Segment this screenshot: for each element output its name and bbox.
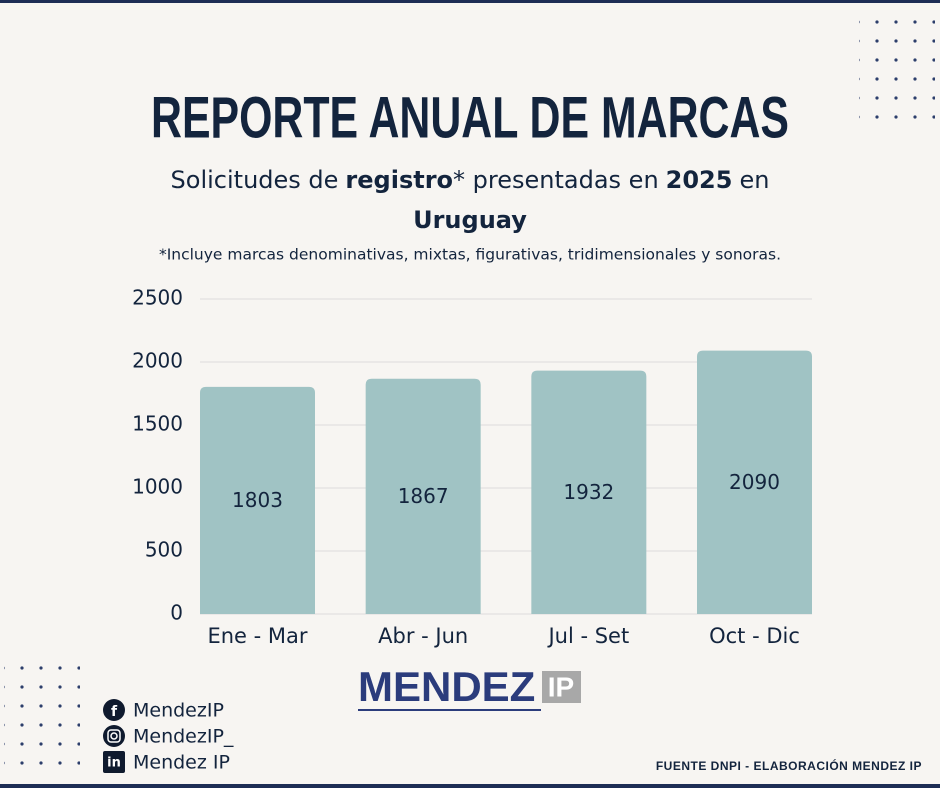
dots-decoration: [859, 10, 935, 124]
brand-suffix: IP: [548, 671, 574, 702]
linkedin-glyph: in: [107, 756, 121, 771]
plot: 0 500 1000 1500 2000 2500 Ene - Mar 1803 Abr - J…: [132, 286, 812, 648]
instagram-glyph: [110, 732, 118, 740]
y-tick-label: 1500: [132, 412, 183, 436]
y-tick-label: 2000: [132, 349, 183, 373]
subtitle-part: en: [739, 166, 769, 194]
instagram-glyph: [107, 729, 121, 743]
subtitle-part: Solicitudes de: [171, 166, 339, 194]
footer-source: FUENTE DNPI - ELABORACIÓN MENDEZ IP: [656, 758, 922, 773]
value-label: 1867: [398, 484, 449, 508]
facebook-icon: [103, 699, 125, 721]
bar: [200, 386, 315, 614]
brand-name: MENDEZ: [358, 663, 535, 710]
note: *Incluye marcas denominativas, mixtas, f…: [159, 246, 781, 264]
value-label: 1803: [232, 488, 283, 512]
bar: [531, 370, 647, 614]
y-tick-label: 1000: [132, 475, 183, 499]
y-tick-label: 0: [170, 601, 183, 625]
social-handle: MendezIP_: [133, 726, 234, 748]
x-tick-label: Oct - Dic: [709, 624, 800, 648]
subtitle: Solicitudes de registro* presentadas en 20…: [171, 166, 770, 194]
dots-decoration: [4, 664, 80, 778]
brand-box: [542, 671, 581, 703]
subtitle-part: * presentadas en: [453, 166, 659, 194]
brand-underline: [358, 709, 541, 711]
y-tick-label: 2500: [132, 286, 183, 310]
subtitle-part: registro: [345, 166, 453, 194]
top-border: [0, 0, 940, 3]
subtitle-part: 2025: [666, 166, 733, 194]
social-handle: Mendez IP: [133, 752, 230, 774]
bar: [365, 378, 481, 614]
linkedin-icon: [103, 751, 125, 773]
instagram-icon: [103, 725, 125, 747]
x-tick-label: Abr - Jun: [378, 624, 468, 648]
x-tick-label: Ene - Mar: [207, 624, 307, 648]
subtitle-line2: Uruguay: [413, 206, 527, 234]
value-label: 2090: [729, 470, 780, 494]
value-label: 1932: [563, 480, 614, 504]
chart-title: REPORTE ANUAL DE MARCAS: [151, 85, 789, 150]
facebook-glyph: f: [111, 704, 118, 720]
x-tick-label: Jul - Set: [546, 624, 629, 648]
y-tick-label: 500: [145, 538, 183, 562]
bottom-border: [0, 784, 940, 788]
social-handle: MendezIP: [133, 700, 224, 722]
bar: [697, 350, 812, 614]
